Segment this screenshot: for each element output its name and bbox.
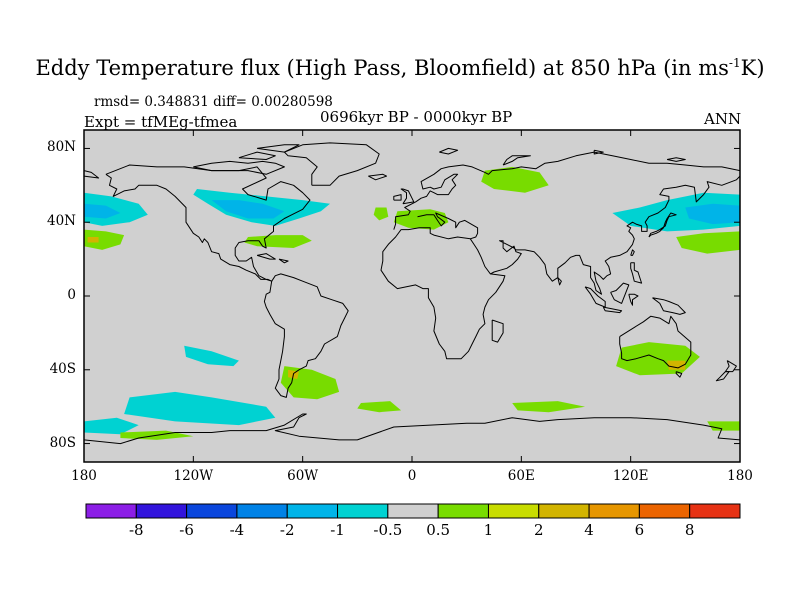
coastline-33 (593, 149, 604, 155)
stats-label: rmsd= 0.348831 diff= 0.00280598 (94, 94, 333, 110)
lat-label-80S: 80S (49, 434, 76, 451)
coastline-29 (238, 151, 276, 160)
coastline-0 (105, 164, 311, 282)
coastline-17 (584, 286, 606, 308)
region-north-pacific-east-core (84, 203, 121, 219)
colorbar-label-8: 2 (533, 521, 544, 539)
coastline-21 (630, 262, 643, 284)
region-south-atlantic-positive (357, 401, 402, 413)
region-southern-indian-positive (512, 401, 586, 413)
lon-label-3: 0 (407, 468, 417, 484)
coastline-6 (417, 212, 479, 240)
colorbar-label-0: -8 (128, 521, 144, 539)
coastline-9 (400, 188, 415, 205)
coastline-2 (283, 142, 380, 186)
season-label: ANN (704, 110, 742, 128)
coastline-10 (393, 194, 402, 201)
coastline-15 (715, 371, 730, 382)
coastline-34 (666, 157, 686, 162)
region-north-america-negative-core (211, 200, 285, 219)
coastline-24 (557, 277, 562, 286)
colorbar-label-4: -1 (330, 521, 345, 539)
colorbar-label-11: 8 (684, 521, 695, 539)
colorbar-label-7: 1 (483, 521, 494, 539)
colorbar-box-2 (186, 503, 238, 519)
coastline-13 (675, 371, 683, 378)
colorbar-box-8 (487, 503, 540, 519)
region-north-pacific-east-positive (84, 229, 125, 250)
coastline-1 (263, 273, 349, 398)
plot-title-superscript: -1 (728, 56, 741, 70)
lat-label-40S: 40S (49, 360, 76, 377)
lat-label-40N: 40N (47, 213, 76, 230)
region-mediterranean-positive (393, 209, 449, 230)
colorbar-box-1 (135, 503, 188, 519)
period-label: 0696kyr BP - 0000kyr BP (320, 108, 513, 126)
lon-label-0: 180 (71, 468, 97, 484)
colorbar-label-5: -0.5 (373, 521, 403, 539)
colorbar-label-9: 4 (584, 521, 594, 539)
coastline-16 (652, 297, 686, 315)
coastline-23 (491, 319, 504, 343)
region-southern-ocean-pacific-negative (124, 391, 276, 426)
coastline-12 (619, 315, 692, 369)
colorbar-box-3 (236, 503, 288, 519)
colorbar-box-5 (337, 503, 389, 519)
region-north-pacific-east-positive-core (87, 237, 99, 243)
coastline-4 (84, 170, 100, 179)
colorbar-label-3: -2 (279, 521, 295, 539)
lon-label-1: 120W (173, 468, 214, 484)
colorbar-label-6: 0.5 (426, 521, 451, 539)
lon-label-4: 60E (507, 468, 535, 484)
region-northwest-pacific-positive (676, 231, 740, 254)
coastline-18 (602, 306, 623, 314)
plot-title-main: Eddy Temperature flux (High Pass, Bloomf… (35, 56, 729, 80)
plot-title: Eddy Temperature flux (High Pass, Bloomf… (0, 56, 800, 80)
region-eurasia-positive (481, 166, 549, 193)
coastline-7 (490, 175, 740, 295)
region-northwest-pacific-negative-core (685, 203, 740, 225)
colorbar-label-10: 6 (634, 521, 645, 539)
colorbar-label-1: -6 (179, 521, 194, 539)
coastline-22 (630, 249, 635, 256)
coastline-19 (610, 282, 630, 304)
colorbar-label-2: -4 (229, 521, 245, 539)
experiment-label: Expt = tfMEg-tfmea (84, 113, 238, 131)
region-mid-atlantic-positive (373, 207, 389, 221)
coastline-20 (628, 293, 639, 306)
colorbar-box-0 (85, 503, 137, 519)
region-south-pacific-negative (184, 345, 239, 367)
colorbar-box-4 (286, 503, 339, 519)
plot-title-suffix: K) (740, 56, 765, 80)
coastline-27 (84, 413, 740, 445)
lon-label-5: 120E (612, 468, 649, 484)
region-southern-ocean-east-positive (707, 421, 740, 431)
region-australia-positive-core (667, 360, 686, 370)
region-southern-ocean-far-pacific-negative (84, 417, 139, 435)
colorbar-box-11 (638, 503, 691, 519)
coastline-32 (502, 155, 531, 166)
coastline-11 (368, 173, 387, 181)
coastline-8 (648, 212, 677, 238)
colorbar-box-6 (387, 503, 439, 519)
colorbar-box-9 (538, 503, 590, 519)
coastline-30 (257, 144, 300, 153)
coastline-26 (278, 258, 289, 264)
colorbar-box-12 (689, 503, 741, 519)
coastline-5 (380, 227, 506, 360)
lon-label-2: 60W (287, 468, 319, 484)
coastline-25 (256, 253, 276, 260)
lat-label-80N: 80N (47, 139, 76, 156)
colorbar-box-7 (437, 503, 489, 519)
lon-label-6: 180 (727, 468, 753, 484)
coastline-3 (393, 151, 740, 230)
map-layers (84, 142, 740, 445)
coastline-28 (193, 160, 285, 175)
colorbar-box-10 (588, 503, 640, 519)
coastline-31 (439, 147, 459, 155)
lat-label-0: 0 (67, 287, 76, 303)
